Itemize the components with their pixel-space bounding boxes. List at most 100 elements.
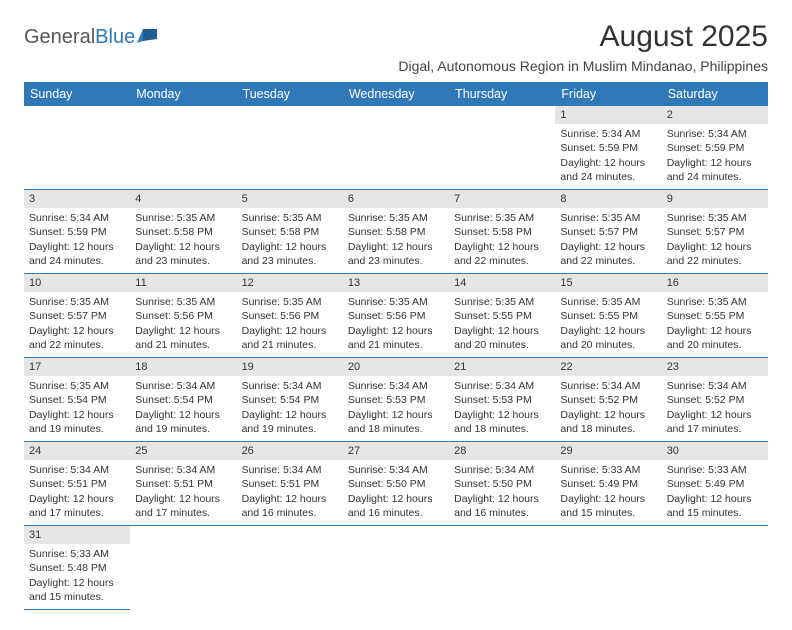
calendar-row: 24Sunrise: 5:34 AMSunset: 5:51 PMDayligh… [24, 441, 768, 525]
day-number: 6 [343, 190, 449, 208]
day-cell: 1Sunrise: 5:34 AMSunset: 5:59 PMDaylight… [555, 106, 661, 189]
day-cell: 5Sunrise: 5:35 AMSunset: 5:58 PMDaylight… [237, 189, 343, 273]
day-content: Sunrise: 5:34 AMSunset: 5:51 PMDaylight:… [24, 460, 130, 525]
day-number: 30 [662, 442, 768, 460]
day-number: 31 [24, 526, 130, 544]
day-number: 28 [449, 442, 555, 460]
empty-cell [343, 525, 449, 609]
day-content: Sunrise: 5:35 AMSunset: 5:56 PMDaylight:… [130, 292, 236, 357]
day-cell: 16Sunrise: 5:35 AMSunset: 5:55 PMDayligh… [662, 273, 768, 357]
day-number: 25 [130, 442, 236, 460]
day-number: 11 [130, 274, 236, 292]
day-content: Sunrise: 5:33 AMSunset: 5:49 PMDaylight:… [555, 460, 661, 525]
day-content: Sunrise: 5:35 AMSunset: 5:57 PMDaylight:… [24, 292, 130, 357]
day-cell: 24Sunrise: 5:34 AMSunset: 5:51 PMDayligh… [24, 441, 130, 525]
weekday-row: SundayMondayTuesdayWednesdayThursdayFrid… [24, 82, 768, 106]
day-content: Sunrise: 5:34 AMSunset: 5:54 PMDaylight:… [130, 376, 236, 441]
day-number: 13 [343, 274, 449, 292]
day-content: Sunrise: 5:34 AMSunset: 5:53 PMDaylight:… [449, 376, 555, 441]
day-content: Sunrise: 5:34 AMSunset: 5:50 PMDaylight:… [449, 460, 555, 525]
calendar-row: 10Sunrise: 5:35 AMSunset: 5:57 PMDayligh… [24, 273, 768, 357]
day-number: 22 [555, 358, 661, 376]
weekday-header: Tuesday [237, 82, 343, 106]
calendar-table: SundayMondayTuesdayWednesdayThursdayFrid… [24, 82, 768, 610]
brand-logo: GeneralBlue [24, 20, 161, 49]
calendar-row: 31Sunrise: 5:33 AMSunset: 5:48 PMDayligh… [24, 525, 768, 609]
day-number: 23 [662, 358, 768, 376]
day-content: Sunrise: 5:33 AMSunset: 5:49 PMDaylight:… [662, 460, 768, 525]
day-number: 20 [343, 358, 449, 376]
day-cell: 30Sunrise: 5:33 AMSunset: 5:49 PMDayligh… [662, 441, 768, 525]
day-cell: 31Sunrise: 5:33 AMSunset: 5:48 PMDayligh… [24, 525, 130, 609]
weekday-header: Monday [130, 82, 236, 106]
empty-cell [343, 106, 449, 189]
flag-icon [137, 29, 161, 47]
day-content: Sunrise: 5:34 AMSunset: 5:51 PMDaylight:… [130, 460, 236, 525]
empty-cell [449, 106, 555, 189]
day-number: 1 [555, 106, 661, 124]
day-number: 5 [237, 190, 343, 208]
day-content: Sunrise: 5:34 AMSunset: 5:52 PMDaylight:… [662, 376, 768, 441]
day-cell: 10Sunrise: 5:35 AMSunset: 5:57 PMDayligh… [24, 273, 130, 357]
day-content: Sunrise: 5:34 AMSunset: 5:54 PMDaylight:… [237, 376, 343, 441]
day-cell: 20Sunrise: 5:34 AMSunset: 5:53 PMDayligh… [343, 357, 449, 441]
day-cell: 6Sunrise: 5:35 AMSunset: 5:58 PMDaylight… [343, 189, 449, 273]
day-number: 26 [237, 442, 343, 460]
empty-cell [24, 106, 130, 189]
day-cell: 26Sunrise: 5:34 AMSunset: 5:51 PMDayligh… [237, 441, 343, 525]
day-number: 16 [662, 274, 768, 292]
day-cell: 27Sunrise: 5:34 AMSunset: 5:50 PMDayligh… [343, 441, 449, 525]
day-number: 12 [237, 274, 343, 292]
day-number: 29 [555, 442, 661, 460]
day-number: 24 [24, 442, 130, 460]
day-number: 15 [555, 274, 661, 292]
calendar-page: GeneralBlue August 2025 Digal, Autonomou… [0, 0, 792, 630]
weekday-header: Wednesday [343, 82, 449, 106]
empty-cell [130, 525, 236, 609]
day-content: Sunrise: 5:35 AMSunset: 5:56 PMDaylight:… [237, 292, 343, 357]
day-cell: 21Sunrise: 5:34 AMSunset: 5:53 PMDayligh… [449, 357, 555, 441]
day-content: Sunrise: 5:35 AMSunset: 5:57 PMDaylight:… [555, 208, 661, 273]
empty-cell [237, 525, 343, 609]
day-content: Sunrise: 5:34 AMSunset: 5:52 PMDaylight:… [555, 376, 661, 441]
weekday-header: Saturday [662, 82, 768, 106]
day-content: Sunrise: 5:35 AMSunset: 5:58 PMDaylight:… [343, 208, 449, 273]
day-cell: 15Sunrise: 5:35 AMSunset: 5:55 PMDayligh… [555, 273, 661, 357]
header: GeneralBlue August 2025 Digal, Autonomou… [24, 20, 768, 74]
day-content: Sunrise: 5:35 AMSunset: 5:55 PMDaylight:… [662, 292, 768, 357]
day-number: 17 [24, 358, 130, 376]
empty-cell [555, 525, 661, 609]
day-number: 10 [24, 274, 130, 292]
day-cell: 2Sunrise: 5:34 AMSunset: 5:59 PMDaylight… [662, 106, 768, 189]
day-content: Sunrise: 5:34 AMSunset: 5:53 PMDaylight:… [343, 376, 449, 441]
day-content: Sunrise: 5:35 AMSunset: 5:54 PMDaylight:… [24, 376, 130, 441]
day-number: 19 [237, 358, 343, 376]
day-cell: 3Sunrise: 5:34 AMSunset: 5:59 PMDaylight… [24, 189, 130, 273]
day-cell: 17Sunrise: 5:35 AMSunset: 5:54 PMDayligh… [24, 357, 130, 441]
day-number: 18 [130, 358, 236, 376]
calendar-row: 1Sunrise: 5:34 AMSunset: 5:59 PMDaylight… [24, 106, 768, 189]
day-content: Sunrise: 5:35 AMSunset: 5:58 PMDaylight:… [130, 208, 236, 273]
page-title: August 2025 [398, 20, 768, 54]
day-content: Sunrise: 5:34 AMSunset: 5:50 PMDaylight:… [343, 460, 449, 525]
day-content: Sunrise: 5:34 AMSunset: 5:59 PMDaylight:… [555, 124, 661, 189]
day-content: Sunrise: 5:35 AMSunset: 5:55 PMDaylight:… [555, 292, 661, 357]
empty-cell [237, 106, 343, 189]
day-cell: 11Sunrise: 5:35 AMSunset: 5:56 PMDayligh… [130, 273, 236, 357]
calendar-row: 17Sunrise: 5:35 AMSunset: 5:54 PMDayligh… [24, 357, 768, 441]
brand-text-b: Blue [95, 26, 135, 49]
day-cell: 12Sunrise: 5:35 AMSunset: 5:56 PMDayligh… [237, 273, 343, 357]
empty-cell [449, 525, 555, 609]
day-cell: 13Sunrise: 5:35 AMSunset: 5:56 PMDayligh… [343, 273, 449, 357]
day-content: Sunrise: 5:34 AMSunset: 5:51 PMDaylight:… [237, 460, 343, 525]
empty-cell [130, 106, 236, 189]
day-number: 8 [555, 190, 661, 208]
day-cell: 7Sunrise: 5:35 AMSunset: 5:58 PMDaylight… [449, 189, 555, 273]
day-number: 3 [24, 190, 130, 208]
day-content: Sunrise: 5:35 AMSunset: 5:56 PMDaylight:… [343, 292, 449, 357]
weekday-header: Friday [555, 82, 661, 106]
day-cell: 29Sunrise: 5:33 AMSunset: 5:49 PMDayligh… [555, 441, 661, 525]
day-cell: 9Sunrise: 5:35 AMSunset: 5:57 PMDaylight… [662, 189, 768, 273]
weekday-header: Thursday [449, 82, 555, 106]
day-number: 27 [343, 442, 449, 460]
